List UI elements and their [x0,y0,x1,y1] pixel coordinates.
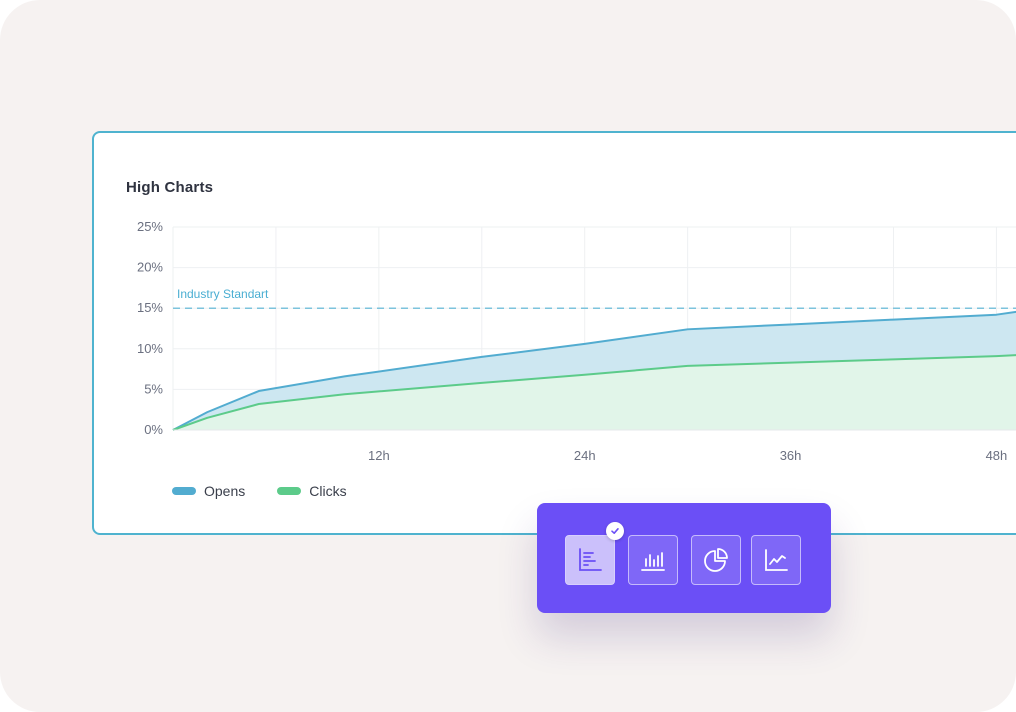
legend-item-opens[interactable]: Opens [172,483,245,499]
chart-legend: Opens Clicks [172,483,347,499]
x-tick-label: 12h [368,448,390,463]
selected-badge [606,522,624,540]
legend-label-clicks: Clicks [309,483,347,499]
bar-chart-icon [641,552,665,571]
line-chart-icon [765,549,788,571]
y-tick-label: 5% [144,381,163,396]
legend-swatch-clicks [277,487,302,495]
chart-card: High Charts 0% 5% 10% 15% 20% 25% 12h 24h 36h 48h… [92,131,1016,535]
x-tick-label: 48h [986,448,1008,463]
y-tick-label: 25% [137,219,163,234]
chart-title: High Charts [126,179,214,196]
series-line-clicks [172,354,1016,431]
y-tick-label: 15% [137,300,163,315]
legend-item-clicks[interactable]: Clicks [277,483,347,499]
chart-type-picker [537,503,831,613]
series-line-opens [172,310,1016,431]
bar-chart-button[interactable] [628,535,678,585]
pie-chart-button[interactable] [691,535,741,585]
checkmark-icon [611,528,619,534]
area-fill-clicks [173,355,1016,430]
area-chart: 0% 5% 10% 15% 20% 25% 12h 24h 36h 48h Industry Sta… [137,219,1016,463]
y-tick-label: 0% [144,422,163,437]
horizontal-bar-chart-button[interactable] [565,535,615,585]
line-chart-button[interactable] [751,535,801,585]
x-tick-label: 24h [574,448,596,463]
pie-chart-icon [704,548,728,572]
industry-standard-label: Industry Standart [177,287,269,301]
x-tick-label: 36h [780,448,802,463]
y-tick-label: 20% [137,260,163,275]
legend-label-opens: Opens [204,483,246,499]
horizontal-bar-chart-icon [579,548,602,571]
legend-swatch-opens [172,487,196,495]
y-tick-label: 10% [137,341,163,356]
